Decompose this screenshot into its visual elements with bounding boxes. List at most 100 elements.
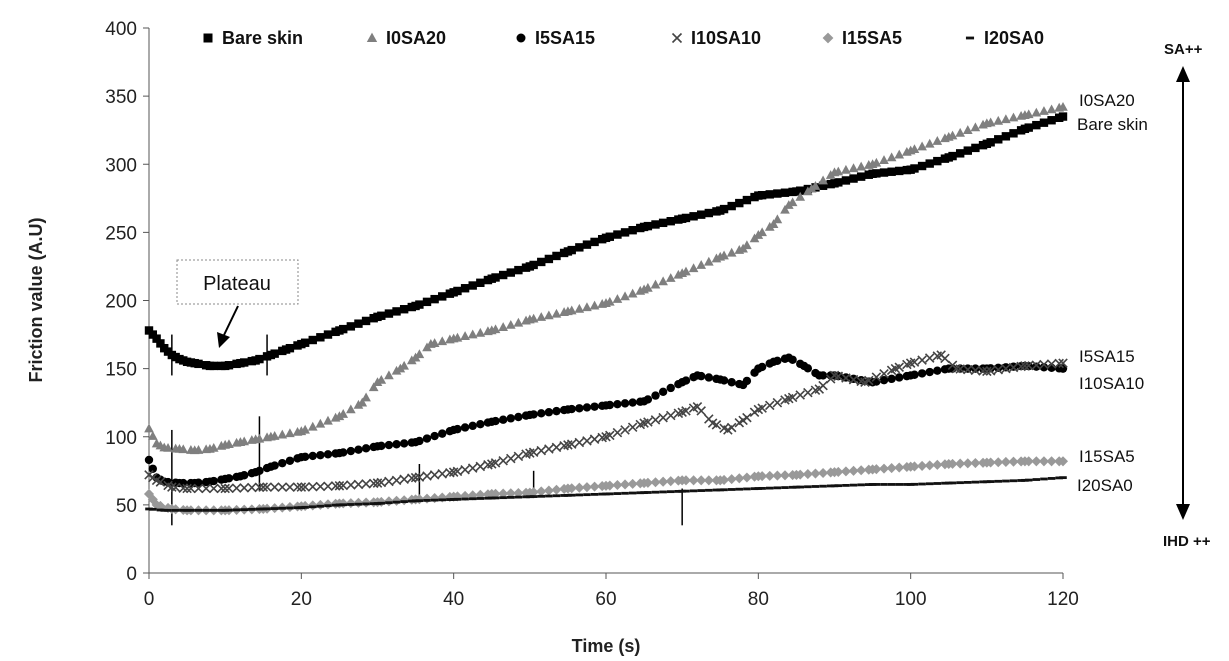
series-marker (178, 444, 189, 454)
y-tick-label: 150 (105, 360, 137, 381)
series-marker (201, 444, 211, 454)
series-marker (772, 470, 783, 481)
series-marker (658, 387, 668, 396)
series-marker (1039, 118, 1049, 127)
series-marker (285, 482, 295, 492)
series-marker (216, 440, 227, 450)
series-marker (848, 163, 859, 173)
data-point (258, 482, 269, 492)
series-marker (414, 472, 425, 482)
data-point (145, 507, 153, 511)
vertical-marks (171, 334, 683, 526)
series-marker (620, 479, 631, 490)
series-marker (772, 397, 783, 408)
series-marker (719, 474, 730, 485)
series-marker (787, 392, 798, 403)
end-label-i10sa10: I10SA10 (1079, 374, 1144, 393)
series-marker (811, 368, 820, 378)
series-marker (300, 452, 310, 461)
series-marker (666, 217, 675, 226)
series-marker (825, 170, 836, 179)
series-marker (507, 495, 515, 499)
series-marker (925, 482, 934, 486)
series-marker (505, 488, 516, 499)
series-marker (864, 483, 873, 486)
series-marker (711, 420, 722, 430)
series-marker (391, 365, 402, 375)
series-marker (186, 444, 196, 454)
series-marker (742, 240, 752, 250)
series-marker (986, 138, 995, 147)
series-marker (743, 487, 751, 491)
series-marker (872, 169, 881, 178)
series-marker (307, 481, 318, 492)
series-marker (559, 307, 569, 316)
series-marker (536, 486, 547, 497)
series-marker (514, 412, 523, 422)
series-marker (810, 385, 821, 396)
series-marker (224, 439, 234, 449)
series-marker (1008, 456, 1019, 467)
series-marker (216, 483, 227, 494)
series-marker (742, 376, 752, 386)
series-marker (909, 357, 920, 367)
data-point (221, 508, 229, 512)
series-marker (529, 410, 538, 419)
series-marker (650, 415, 661, 425)
series-marker (506, 453, 516, 464)
series-marker (575, 404, 584, 413)
series-marker (764, 221, 775, 231)
series-marker (994, 479, 1003, 483)
series-marker (476, 497, 485, 500)
y-tick-label: 0 (126, 564, 137, 585)
series-marker (841, 373, 851, 383)
series-marker (712, 488, 721, 492)
series-marker (392, 307, 401, 316)
series-marker (902, 371, 912, 381)
series-marker (1032, 478, 1041, 481)
series-marker (407, 438, 416, 447)
series-marker (750, 487, 759, 491)
series-marker (757, 471, 768, 482)
arrow-up-icon (1176, 66, 1190, 82)
series-marker (407, 499, 416, 503)
series-marker (985, 366, 996, 376)
series-marker (902, 146, 912, 156)
series-marker (231, 483, 242, 493)
series-marker (590, 237, 599, 247)
data-point (296, 482, 307, 492)
series-marker (696, 475, 707, 486)
series-marker (879, 376, 889, 385)
series-marker (300, 482, 310, 492)
series-marker (194, 478, 203, 487)
legend-label: I0SA20 (386, 28, 446, 48)
series-marker (903, 483, 911, 486)
series-marker (803, 364, 813, 373)
series-marker (399, 474, 409, 485)
series-marker (217, 508, 226, 512)
series-marker (978, 366, 988, 376)
data-point (144, 423, 154, 433)
series-marker (727, 378, 736, 387)
series-marker (476, 278, 485, 287)
series-marker (293, 341, 302, 350)
plot-area: 0 50 100 150 200 250 300 350 400 0 20 40 60 80 100 120 (105, 19, 1079, 610)
series-marker (879, 155, 889, 164)
series-marker (1001, 363, 1011, 374)
series-marker (224, 483, 234, 494)
series-marker (467, 463, 478, 473)
plateau-arrow-line (223, 305, 239, 336)
series-marker (537, 257, 546, 267)
series-marker (544, 254, 554, 264)
series-marker (894, 462, 905, 473)
series-marker (308, 335, 317, 345)
series-marker (932, 351, 943, 361)
plateau-annotation: Plateau (176, 259, 299, 348)
series-marker (498, 455, 508, 466)
series-marker (613, 230, 622, 239)
series-marker (353, 399, 364, 409)
series-marker (978, 140, 988, 150)
series-marker (369, 314, 378, 323)
series-marker (232, 472, 241, 482)
series-marker (682, 489, 690, 493)
